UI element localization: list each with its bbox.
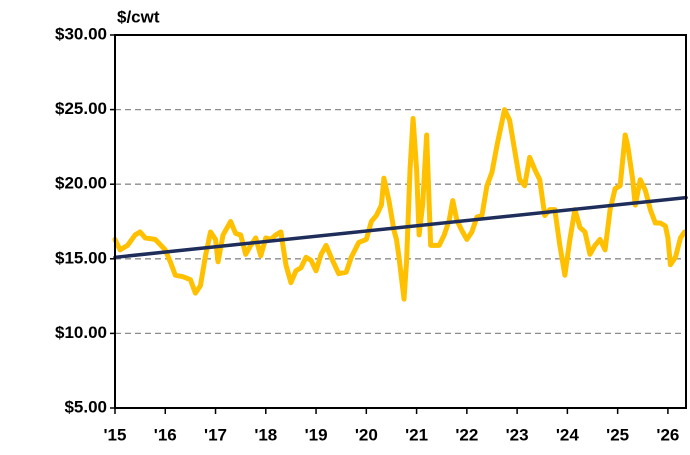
x-tick-label: '15 bbox=[104, 425, 127, 444]
y-tick-label: $20.00 bbox=[55, 174, 107, 193]
x-tick-label: '22 bbox=[455, 425, 478, 444]
x-tick-label: '19 bbox=[305, 425, 328, 444]
y-tick-label: $30.00 bbox=[55, 24, 107, 43]
x-tick-label: '17 bbox=[204, 425, 227, 444]
plot-border bbox=[114, 34, 687, 409]
y-tick-label: $15.00 bbox=[55, 248, 107, 267]
chart-title: $/cwt bbox=[117, 7, 160, 26]
x-tick-label: '21 bbox=[405, 425, 428, 444]
x-tick-label: '18 bbox=[254, 425, 277, 444]
trend-line bbox=[113, 195, 688, 260]
y-tick-label: $10.00 bbox=[55, 323, 107, 342]
x-tick-label: '23 bbox=[506, 425, 529, 444]
x-tick-label: '26 bbox=[656, 425, 679, 444]
x-tick-label: '16 bbox=[154, 425, 177, 444]
price-line bbox=[112, 107, 687, 302]
x-tick-label: '24 bbox=[556, 425, 579, 444]
y-tick-label: $5.00 bbox=[64, 397, 107, 416]
x-tick-label: '20 bbox=[355, 425, 378, 444]
x-tick-label: '25 bbox=[606, 425, 629, 444]
y-tick-label: $25.00 bbox=[55, 99, 107, 118]
